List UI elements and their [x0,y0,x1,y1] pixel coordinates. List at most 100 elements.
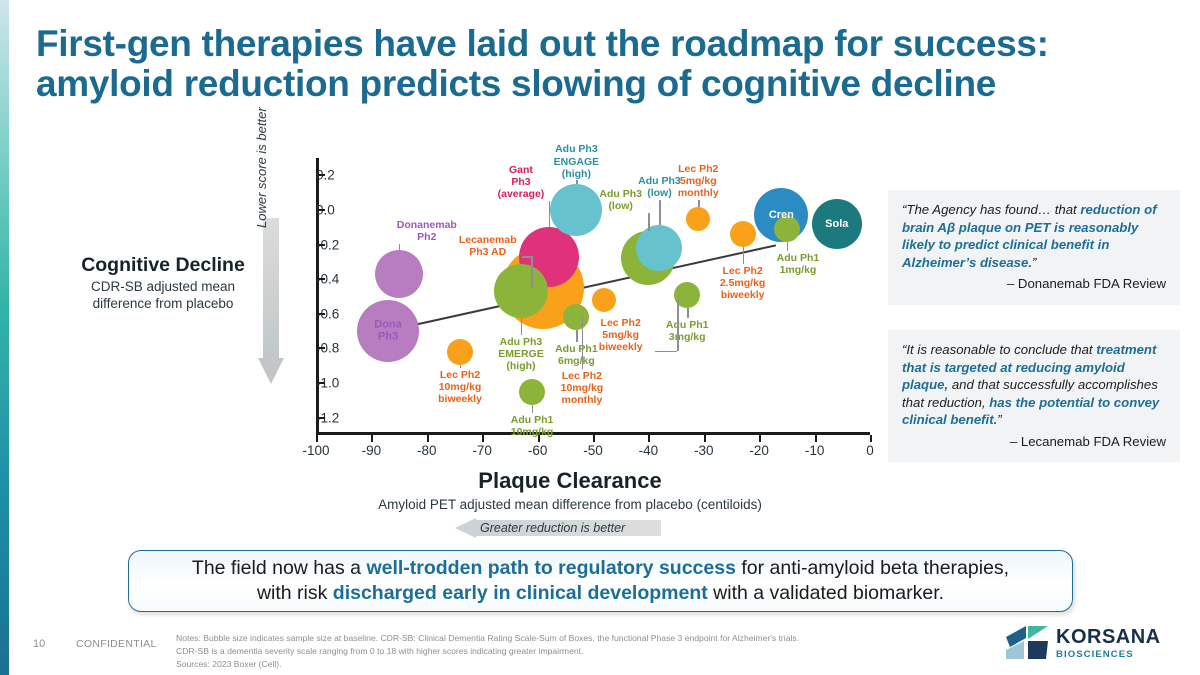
bubble-annotation: Lecanemab Ph3 AD [458,234,517,259]
page-title: First-gen therapies have laid out the ro… [36,24,1056,104]
data-bubble[interactable] [375,249,424,298]
data-bubble[interactable] [592,287,617,312]
bubble-annotation: Lec Ph2 5mg/kg monthly [677,162,719,199]
x-tick-mark [482,435,485,442]
y-tick-mark [319,208,325,211]
bubble-chart: 0.2 0.0 -0.2 -0.4 -0.6 -0.8 -1.0 -1.2 -100 -90 -8… [302,143,874,458]
x-tick-mark [537,435,540,442]
callout-line-1: The field now has a well-trodden path to… [192,556,1009,581]
leader-line [460,364,462,368]
data-bubble[interactable] [811,198,862,249]
leader-line [581,317,584,370]
x-tick-mark [759,435,762,442]
leader-line [520,318,523,335]
leader-line [659,200,661,226]
greater-reduction-arrow [455,518,661,538]
leader-line [399,243,401,250]
x-tick-label: -80 [417,443,437,458]
data-bubble[interactable] [729,221,756,248]
bubble-annotation: Adu Ph3 EMERGE (high) [498,335,544,372]
x-tick-mark [703,435,706,442]
data-bubble[interactable] [493,264,548,319]
quote-attribution: – Lecanemab FDA Review [1009,433,1166,449]
x-axis-title: Plaque Clearance [478,468,662,493]
callout-l1-b: for anti-amyloid beta therapies, [735,557,1010,580]
y-tick-mark [319,312,325,315]
page-number: 10 [33,638,46,650]
quote-highlight: reduction of brain Aβ plaque on PET is r… [902,202,1157,270]
leader-line [698,199,700,207]
x-axis-line [316,432,870,435]
data-bubble[interactable] [686,206,711,231]
y-tick-mark [319,382,325,385]
leader-line [532,404,534,414]
left-accent-bar [0,0,9,675]
data-bubble[interactable] [563,304,590,331]
x-tick-label: -30 [694,443,714,458]
bubble-annotation: Donanemab Ph2 [396,218,457,243]
y-axis-title: Cognitive Decline [81,254,245,276]
leader-line [742,247,744,264]
data-bubble[interactable] [636,225,683,272]
leader-line [648,212,650,232]
bubble-annotation: Adu Ph3 (low) [599,187,642,212]
summary-callout: The field now has a well-trodden path to… [128,550,1073,612]
korsana-logo-mark [1006,626,1048,659]
callout-l1-highlight: well-trodden path to regulatory success [366,557,736,580]
korsana-logo: KORSANA BIOSCIENCES [1004,625,1182,667]
x-tick-label: -10 [804,443,825,458]
y-tick-mark [319,416,325,419]
y-tick-mark [319,243,325,246]
callout-l1-a: The field now has a [191,557,367,580]
callout-l2-highlight: discharged early in clinical development [332,582,708,604]
lecanemab-quote-box: “It is reasonable to conclude that treat… [888,330,1180,463]
greater-reduction-text: Greater reduction is better [480,521,626,535]
x-axis-subtitle: Amyloid PET adjusted mean difference fro… [378,497,762,512]
logo-tagline: BIOSCIENCES [1056,649,1134,660]
leader-line [654,350,678,352]
quote-text: “The Agency has found… that [902,202,1081,217]
footnote-line-1: Notes: Bubble size indicates sample size… [176,633,800,643]
leader-line [521,256,532,258]
bubble-annotation: Adu Ph1 10mg/kg [510,414,554,439]
data-bubble[interactable] [357,300,420,363]
x-tick-mark [814,435,817,442]
y-tick-mark [319,174,325,177]
leader-line [576,180,578,184]
x-tick-label: -50 [583,443,603,458]
bubble-annotation: Adu Ph3 (low) [638,175,681,200]
logo-company-name: KORSANA [1056,626,1161,648]
x-tick-label: -20 [749,443,769,458]
leader-line [576,330,578,343]
confidential-marker: CONFIDENTIAL [76,638,157,650]
bubble-annotation: Lec Ph2 10mg/kg monthly [560,370,604,407]
x-tick-label: -90 [361,443,382,458]
title-line-1: First-gen therapies have laid out the ro… [36,23,1049,64]
korsana-logo-text: KORSANA BIOSCIENCES [1056,627,1161,660]
quote-text: ” [1032,254,1037,270]
quote-text: ” [997,412,1002,428]
x-tick-mark [593,435,595,442]
x-tick-label: -70 [472,443,492,458]
title-line-2: amyloid reduction predicts slowing of co… [36,62,997,104]
x-tick-mark [316,435,318,442]
data-bubble[interactable] [550,183,603,236]
x-tick-mark [870,435,872,442]
y-tick-mark [319,278,325,281]
quote-attribution: – Donanemab FDA Review [1006,276,1166,292]
data-bubble[interactable] [447,338,474,365]
lower-is-better-text: Lower score is better [254,107,269,228]
footnotes: Notes: Bubble size indicates sample size… [176,632,876,671]
data-bubble[interactable] [519,378,546,405]
leader-line [677,299,679,351]
bubble-annotation: Lec Ph2 5mg/kg biweekly [598,316,643,353]
leader-line [687,307,689,319]
data-bubble[interactable] [773,215,800,242]
bubble-annotation: Adu Ph1 3mg/kg [665,319,709,344]
x-tick-label: 0 [866,443,874,458]
y-tick-mark [319,347,325,350]
leader-line [786,241,789,251]
quote-highlight: has the potential to convey clinical ben… [902,394,1160,428]
bubble-annotation: Gant Ph3 (average) [497,164,545,201]
